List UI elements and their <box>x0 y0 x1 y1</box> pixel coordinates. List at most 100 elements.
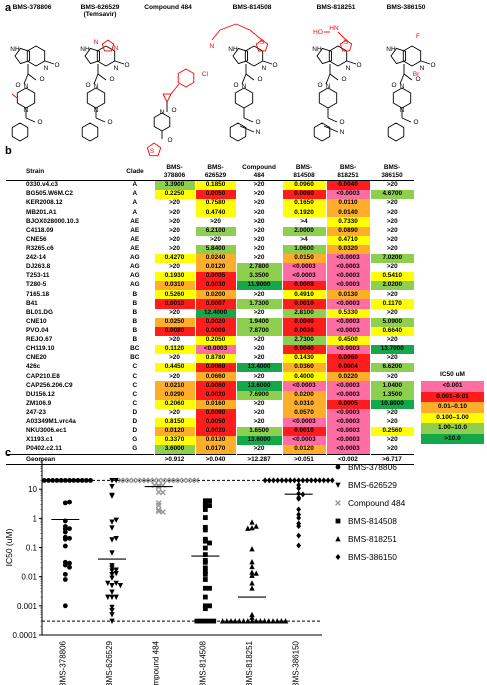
data-point <box>224 618 230 624</box>
bond <box>219 23 237 31</box>
data-point <box>202 559 208 565</box>
ic50-cell: 0.0110 <box>325 199 370 209</box>
pyridine-ring <box>26 45 46 67</box>
ic50-cell: 0.0020 <box>194 390 236 400</box>
atom-label: O <box>391 82 396 89</box>
compound-name-text: Compound 484 <box>144 4 192 11</box>
data-point <box>202 603 208 609</box>
atom-label: S <box>150 148 155 155</box>
data-point <box>261 618 268 624</box>
table-row: 247-23 D >20 0.0090 >20 0.0570 <0.0003 >20 <box>6 408 414 418</box>
ic50-cell: 0.1430 <box>281 354 326 364</box>
data-point <box>67 560 72 566</box>
data-point <box>67 564 72 570</box>
chlorophenyl-ring <box>177 68 195 88</box>
clade-cell: A <box>132 199 138 207</box>
ic50-cell: 0.1650 <box>281 199 326 209</box>
data-point <box>117 477 124 484</box>
data-point <box>219 618 226 624</box>
data-point <box>249 524 255 531</box>
ic50-cell: 0.0960 <box>281 180 326 191</box>
x-tick-label: Compound 484 <box>152 640 161 685</box>
ic50-cell: <0.0003 <box>325 417 370 427</box>
ic50-cell: <0.0003 <box>281 262 326 273</box>
y-axis-label: IC50 (uM) <box>4 528 14 566</box>
ic50-cell: <0.0003 <box>325 408 370 418</box>
ic50-cell: 0.1850 <box>194 180 236 191</box>
ic50-cell: 0.0040 <box>281 317 326 327</box>
data-point <box>257 618 264 624</box>
ic50-cell: >20 <box>369 235 414 245</box>
ic50-cell: 0.1170 <box>369 299 414 309</box>
data-point <box>105 594 111 600</box>
clade-cell: AG <box>129 272 140 280</box>
clade-cell: AG <box>129 254 140 262</box>
data-point <box>202 594 208 600</box>
column-header: BMS- 814508 <box>282 163 326 181</box>
ic50-cell: 0.0360 <box>281 363 326 373</box>
strain-cell: REJO.67 <box>26 336 53 344</box>
ic50-cell: 1.9400 <box>235 317 282 327</box>
clade-cell: D <box>132 427 138 435</box>
bond <box>166 93 172 103</box>
strain-cell: KER2008.12 <box>26 199 63 207</box>
ic50-cell: 0.0130 <box>194 436 236 446</box>
ic50-cell: >20 <box>153 199 195 209</box>
data-point <box>134 477 141 484</box>
data-point <box>249 563 255 570</box>
data-point <box>211 618 217 624</box>
data-point <box>249 585 255 591</box>
ic50-cell: >20 <box>235 290 282 300</box>
atom-label: Cl <box>202 71 209 78</box>
data-point <box>185 477 191 484</box>
data-point <box>202 552 208 558</box>
piperazine-ring <box>86 87 106 109</box>
legend-marker <box>335 554 341 560</box>
ic50-cell: 10.8000 <box>369 399 414 409</box>
bond <box>162 93 168 103</box>
ic50-cell: 5.8400 <box>194 244 236 254</box>
ic50-cell: 0.0030 <box>194 281 236 291</box>
table-row: T253-11 AG 0.1930 0.0005 3.3500 <0.0003 <0.000… <box>6 272 414 282</box>
atom-label: O <box>430 62 435 69</box>
clade-cell: D <box>132 408 138 416</box>
column-header: BMS- 378806 <box>154 163 195 181</box>
atom-label: N <box>340 129 345 136</box>
table-row: ZM106.9 C 0.2060 0.0160 >20 0.0310 0.0005 10.80… <box>6 399 414 409</box>
atom-label: N <box>262 65 267 72</box>
compound-name: BMS-814508 <box>212 4 292 11</box>
data-point <box>275 477 281 484</box>
bond <box>323 125 339 133</box>
atom-label: O <box>272 62 277 69</box>
pyridine-ring <box>96 45 116 67</box>
data-point <box>109 493 115 499</box>
clade-cell: C <box>132 390 138 398</box>
ic50-cell: 0.0130 <box>325 290 370 300</box>
ic50-cell: <0.0003 <box>325 326 370 336</box>
ic50-cell: 2.7800 <box>235 262 282 273</box>
table-row: REJO.67 B >20 0.2050 >20 2.7300 0.4500 >20 <box>6 335 414 345</box>
table-row: KER2008.12 A >20 0.7580 >20 0.1650 0.0110 >20 <box>6 199 414 209</box>
ic50-cell: 7.8700 <box>235 326 282 336</box>
data-point <box>202 507 208 512</box>
ic50-cell: 1.6500 <box>235 426 282 437</box>
atom-label: N <box>346 65 351 72</box>
data-point <box>313 477 318 484</box>
strain-cell: CNE10 <box>26 317 47 325</box>
ic50-cell: 3.6000 <box>153 445 195 455</box>
bond <box>95 117 106 123</box>
data-point <box>109 550 115 556</box>
data-point <box>41 477 47 483</box>
y-tick-label: 0.0001 <box>13 631 38 640</box>
ic50-cell: >20 <box>235 235 282 245</box>
thiophene-ring <box>146 142 162 157</box>
data-point <box>202 606 208 612</box>
data-point <box>113 567 119 573</box>
bond <box>114 60 125 65</box>
table-row: NKU3006.ec1 D 0.0120 0.0020 1.6500 0.0010 <0.0… <box>6 426 414 437</box>
ic50-cell: 11.9000 <box>235 281 282 291</box>
ic50-cell: 0.0090 <box>194 408 236 418</box>
ic50-cell: >20 <box>369 445 414 455</box>
ic50-cell: <0.0003 <box>325 317 370 327</box>
ic50-cell: <0.0003 <box>325 253 370 263</box>
